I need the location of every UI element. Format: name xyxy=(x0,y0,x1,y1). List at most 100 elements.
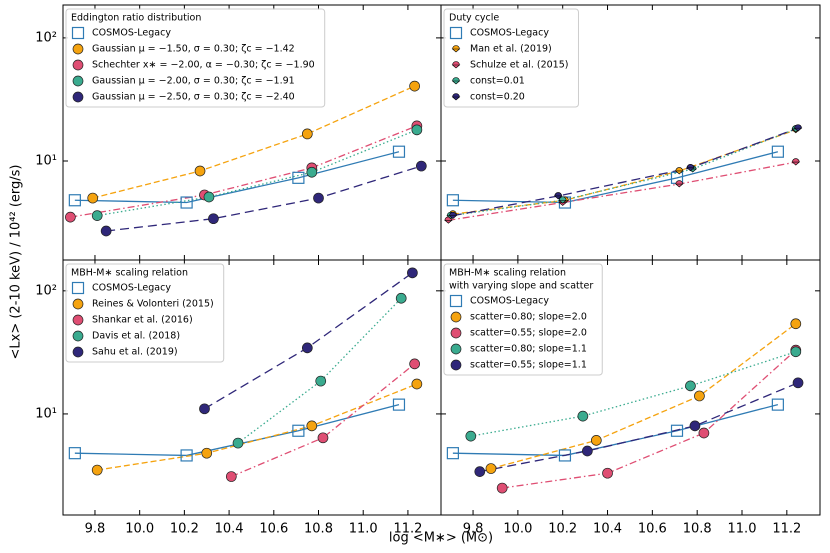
marker xyxy=(411,378,423,390)
legend-label: Davis et al. (2018) xyxy=(92,331,180,342)
series-line xyxy=(74,151,400,204)
marker xyxy=(409,358,420,370)
x-tick-label: 10.0 xyxy=(125,522,154,537)
series-line xyxy=(204,272,413,410)
marker xyxy=(395,292,407,304)
marker xyxy=(686,164,695,172)
x-tick-label: 10.2 xyxy=(170,522,199,537)
marker xyxy=(306,166,318,178)
marker xyxy=(465,430,477,442)
x-axis-label: log <M∗> (M⊙) xyxy=(389,531,493,546)
x-tick-label: 11.0 xyxy=(728,522,757,537)
legend-label: const=0.20 xyxy=(470,92,525,103)
marker xyxy=(689,420,701,432)
x-tick-label: 10.8 xyxy=(304,522,333,537)
marker xyxy=(306,420,318,432)
x-tick-label: 10.2 xyxy=(548,522,577,537)
marker xyxy=(602,467,613,479)
legend-label: Schulze et al. (2015) xyxy=(470,60,568,71)
x-tick-label: 10.8 xyxy=(683,522,712,537)
marker xyxy=(792,377,804,389)
legend-title: MBH-M∗ scaling relation xyxy=(449,268,566,279)
legend-box xyxy=(65,8,326,108)
legend-label: Gaussian μ = −2.50, σ = 0.30; ζc = −2.40 xyxy=(92,92,295,103)
legend-title: Eddington ratio distribution xyxy=(71,13,201,24)
series-line xyxy=(452,127,799,217)
legend-box xyxy=(443,263,603,376)
marker xyxy=(577,410,589,422)
marker xyxy=(558,449,572,462)
legend-label: Sahu et al. (2019) xyxy=(92,347,178,358)
legend-label: COSMOS-Legacy xyxy=(92,283,171,294)
series-line xyxy=(106,165,422,232)
legend-label: scatter=0.55; slope=1.1 xyxy=(470,360,587,371)
series-line xyxy=(237,297,402,444)
marker xyxy=(313,192,324,204)
legend-title: with varying slope and scatter xyxy=(449,281,593,292)
x-tick-label: 10.6 xyxy=(638,522,667,537)
series-line xyxy=(470,351,796,437)
marker xyxy=(485,463,497,474)
x-tick-label: 11.2 xyxy=(772,522,801,537)
marker xyxy=(674,167,684,175)
marker xyxy=(674,180,684,188)
legend-label: Reines & Volonteri (2015) xyxy=(92,299,214,310)
marker xyxy=(450,343,462,355)
marker xyxy=(72,59,84,71)
marker xyxy=(315,375,327,387)
axes-frame xyxy=(440,259,821,516)
marker xyxy=(292,171,305,184)
marker xyxy=(698,427,710,439)
marker xyxy=(194,165,206,177)
marker xyxy=(451,77,461,85)
marker xyxy=(301,128,313,140)
marker xyxy=(72,346,84,358)
series-line xyxy=(490,323,797,470)
x-tick-label: 10.0 xyxy=(503,522,532,537)
x-tick-label: 10.4 xyxy=(593,522,622,537)
marker xyxy=(72,43,84,55)
series-line xyxy=(450,128,797,217)
marker xyxy=(91,464,103,476)
marker xyxy=(72,330,84,342)
marker xyxy=(68,447,81,460)
legend-label: scatter=0.80; slope=2.0 xyxy=(470,312,587,323)
series-line xyxy=(97,383,418,471)
marker xyxy=(292,424,305,437)
marker xyxy=(449,26,463,40)
marker xyxy=(791,158,801,166)
legend-label: COSMOS-Legacy xyxy=(92,28,171,39)
marker xyxy=(203,191,215,203)
x-tick-label: 11.0 xyxy=(349,522,378,537)
marker xyxy=(65,211,76,223)
legend-label: Schechter x∗ = −2.00, α = −0.30; ζc = −1… xyxy=(92,60,315,71)
legend-label: COSMOS-Legacy xyxy=(470,28,549,39)
series-line xyxy=(452,151,779,204)
series-line xyxy=(452,129,797,215)
marker xyxy=(409,80,420,92)
marker xyxy=(790,346,802,358)
marker xyxy=(446,194,459,207)
y-axis-label: <Lx> (2-10 keV) / 10⁴² (erg/s) xyxy=(9,165,24,360)
marker xyxy=(590,435,602,446)
legend-title: Duty cycle xyxy=(449,13,499,24)
marker xyxy=(100,225,112,237)
series-line xyxy=(448,161,796,221)
legend-label: COSMOS-Legacy xyxy=(470,296,549,307)
legend-label: scatter=0.80; slope=1.1 xyxy=(470,344,587,355)
legend-label: Man et al. (2019) xyxy=(470,44,552,55)
marker xyxy=(451,61,461,69)
marker xyxy=(180,196,193,209)
marker xyxy=(685,380,696,392)
marker xyxy=(317,432,329,444)
marker xyxy=(72,314,84,326)
legend-label: Gaussian μ = −2.00, σ = 0.30; ζc = −1.91 xyxy=(92,76,295,87)
legend: Duty cycle COSMOS-Legacy Man et al. (2019)… xyxy=(443,8,579,108)
x-tick-label: 9.8 xyxy=(463,522,484,537)
marker xyxy=(232,437,244,449)
marker xyxy=(793,124,803,132)
x-tick-label: 11.2 xyxy=(393,522,422,537)
legend-label: Gaussian μ = −1.50, σ = 0.30; ζc = −1.42 xyxy=(92,44,295,55)
marker xyxy=(474,466,486,477)
